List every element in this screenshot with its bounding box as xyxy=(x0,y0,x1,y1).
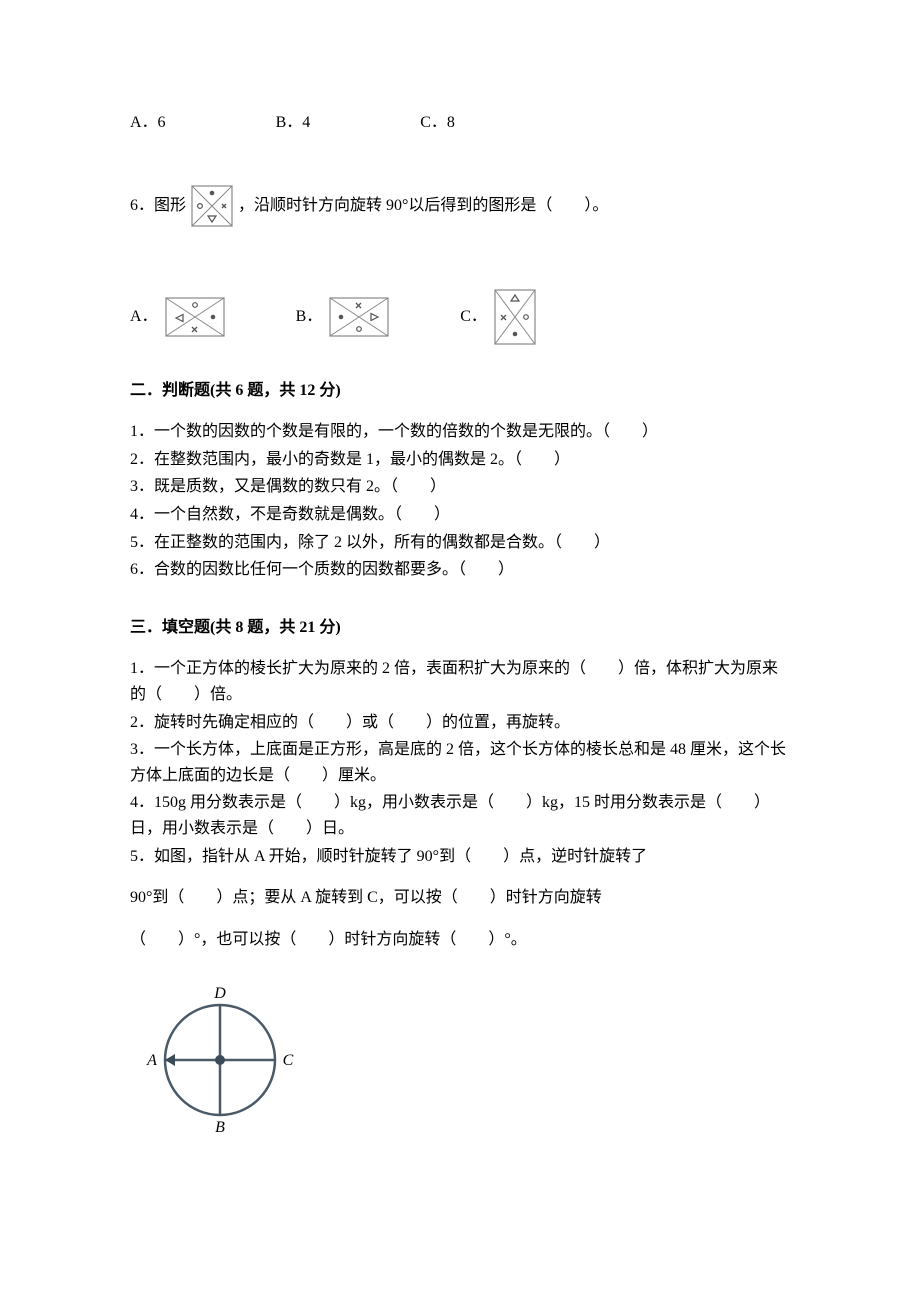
q5-option-a: A．6 xyxy=(130,110,166,136)
section2-heading: 二．判断题(共 6 题，共 12 分) xyxy=(130,378,790,404)
q6-prefix: 6．图形 xyxy=(130,193,186,219)
q6-option-a: A． xyxy=(130,296,226,338)
q6-stem: 6．图形 ，沿顺时针方向旋转 90°以后得到的图形是（ ）。 xyxy=(130,184,790,228)
circle-diagram: D B A C xyxy=(140,980,790,1149)
q6-option-a-figure xyxy=(164,296,226,338)
label-D: D xyxy=(213,985,226,1002)
q6-option-b: B． xyxy=(296,296,391,338)
sec2-item-4: 4．一个自然数，不是奇数就是偶数。（ ） xyxy=(130,502,790,528)
q6-option-c: C． xyxy=(460,288,537,346)
sec2-item-3: 3．既是质数，又是偶数的数只有 2。（ ） xyxy=(130,474,790,500)
q6-suffix: ，沿顺时针方向旋转 90°以后得到的图形是（ ）。 xyxy=(238,193,608,219)
sec3-item-5c: （ ）°，也可以按（ ）时针方向旋转（ ）°。 xyxy=(130,927,790,953)
q6-option-b-figure xyxy=(328,296,390,338)
label-B: B xyxy=(215,1119,225,1136)
sec3-item-5: 5．如图，指针从 A 开始，顺时针旋转了 90°到（ ）点，逆时针旋转了 xyxy=(130,844,790,870)
section3-heading: 三．填空题(共 8 题，共 21 分) xyxy=(130,615,790,641)
sec3-item-2: 2．旋转时先确定相应的（ ）或（ ）的位置，再旋转。 xyxy=(130,710,790,736)
sec3-item-3: 3．一个长方体，上底面是正方形，高是底的 2 倍，这个长方体的棱长总和是 48 … xyxy=(130,737,790,788)
sec2-item-5: 5．在正整数的范围内，除了 2 以外，所有的偶数都是合数。（ ） xyxy=(130,530,790,556)
sec2-item-6: 6．合数的因数比任何一个质数的因数都要多。（ ） xyxy=(130,557,790,583)
label-C: C xyxy=(283,1052,294,1069)
q6-options-row: A． B． C． xyxy=(130,288,790,346)
q5-options-row: A．6 B．4 C．8 xyxy=(130,110,790,136)
section2-items: 1．一个数的因数的个数是有限的，一个数的倍数的个数是无限的。（ ） 2．在整数范… xyxy=(130,419,790,583)
sec2-item-2: 2．在整数范围内，最小的奇数是 1，最小的偶数是 2。（ ） xyxy=(130,447,790,473)
circle-diagram-svg: D B A C xyxy=(140,980,300,1140)
q6-option-b-label: B． xyxy=(296,304,323,330)
label-A: A xyxy=(146,1052,157,1069)
sec3-item-1: 1．一个正方体的棱长扩大为原来的 2 倍，表面积扩大为原来的（ ）倍，体积扩大为… xyxy=(130,656,790,707)
q6-shape-icon xyxy=(190,184,234,228)
q6-option-c-label: C． xyxy=(460,304,487,330)
q5-option-c: C．8 xyxy=(420,110,455,136)
page: A．6 B．4 C．8 6．图形 ，沿顺时针方向旋转 90°以后得到的图形是（ … xyxy=(0,0,920,1302)
q6-option-a-label: A． xyxy=(130,304,158,330)
section3-items: 1．一个正方体的棱长扩大为原来的 2 倍，表面积扩大为原来的（ ）倍，体积扩大为… xyxy=(130,656,790,952)
sec3-item-4: 4．150g 用分数表示是（ ）kg，用小数表示是（ ）kg，15 时用分数表示… xyxy=(130,790,790,841)
sec3-item-5b: 90°到（ ）点；要从 A 旋转到 C，可以按（ ）时针方向旋转 xyxy=(130,885,790,911)
q6-option-c-figure xyxy=(493,288,537,346)
q5-option-b: B．4 xyxy=(276,110,311,136)
sec2-item-1: 1．一个数的因数的个数是有限的，一个数的倍数的个数是无限的。（ ） xyxy=(130,419,790,445)
